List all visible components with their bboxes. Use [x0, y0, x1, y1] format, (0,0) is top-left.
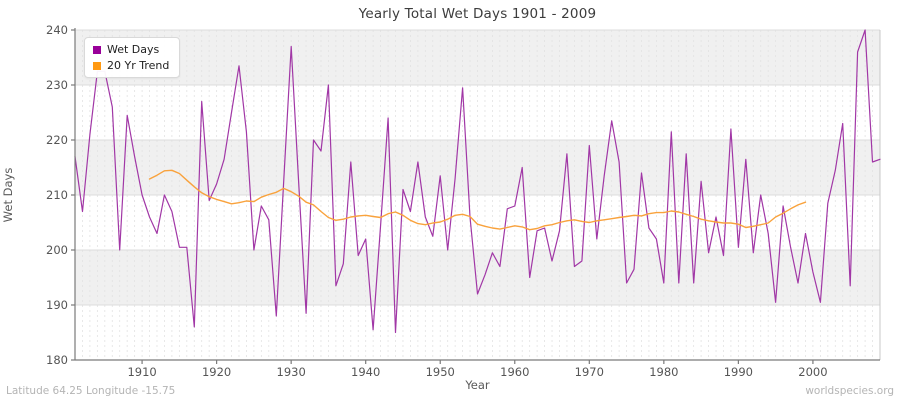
y-tick-label: 230: [46, 78, 68, 92]
x-tick-label: 1990: [724, 365, 753, 379]
series-line-trend: [148, 169, 807, 231]
y-tick-label: 180: [46, 353, 68, 367]
y-tick-label: 240: [46, 23, 68, 37]
x-tick-label: 1940: [351, 365, 380, 379]
x-tick-label: 2000: [798, 365, 827, 379]
x-tick-label: 1920: [202, 365, 231, 379]
y-tick-label: 210: [46, 188, 68, 202]
legend-item-wet-days: Wet Days: [93, 43, 169, 56]
series-line-wet-days: [74, 29, 881, 334]
x-tick-label: 1960: [500, 365, 529, 379]
legend-label-wet-days: Wet Days: [107, 43, 160, 56]
y-tick-label: 190: [46, 298, 68, 312]
x-tick-label: 1930: [277, 365, 306, 379]
x-tick-label: 1910: [127, 365, 156, 379]
legend-item-trend: 20 Yr Trend: [93, 59, 169, 72]
legend: Wet Days 20 Yr Trend: [84, 37, 181, 78]
chart-title: Yearly Total Wet Days 1901 - 2009: [358, 6, 597, 22]
x-axis-title: Year: [465, 378, 490, 392]
x-tick-label: 1980: [649, 365, 678, 379]
y-axis-title: Wet Days: [1, 167, 15, 223]
y-tick-label: 200: [46, 243, 68, 257]
x-tick-label: 1950: [426, 365, 455, 379]
watermark-coordinates: Latitude 64.25 Longitude -15.75: [6, 385, 176, 397]
legend-label-trend: 20 Yr Trend: [107, 59, 170, 72]
watermark-site: worldspecies.org: [805, 385, 894, 397]
x-tick-label: 1970: [575, 365, 604, 379]
y-tick-label: 220: [46, 133, 68, 147]
wet-days-swatch-icon: [93, 45, 101, 54]
trend-swatch-icon: [93, 61, 101, 70]
